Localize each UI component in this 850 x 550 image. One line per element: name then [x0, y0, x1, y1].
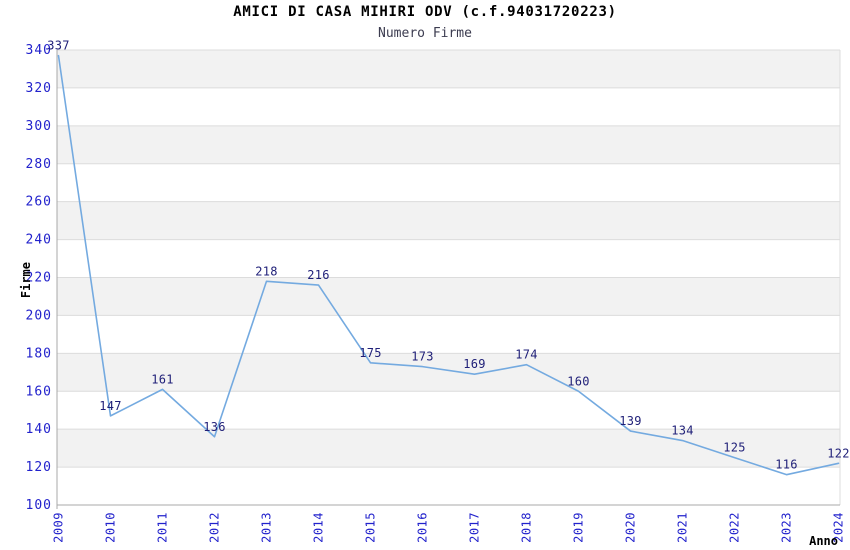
data-label: 122 [827, 446, 850, 460]
x-tick-label: 2015 [364, 512, 378, 543]
x-tick-label: 2017 [468, 512, 482, 543]
data-label: 116 [775, 458, 798, 472]
x-tick-label: 2023 [780, 512, 794, 543]
data-label: 173 [411, 350, 434, 364]
plot-band [57, 429, 840, 468]
x-tick-label: 2012 [208, 512, 222, 543]
y-tick-label: 100 [26, 498, 52, 513]
data-labels: 337 147 161 136 218 216 175 173 169 174 160 139 134 1… [47, 39, 850, 472]
data-label: 160 [567, 374, 590, 388]
data-label: 139 [619, 414, 642, 428]
data-label: 147 [99, 399, 122, 413]
data-label: 134 [671, 424, 694, 438]
x-tick-label: 2014 [312, 512, 326, 543]
x-tick-label: 2013 [260, 512, 274, 543]
y-tick-label: 240 [26, 233, 52, 248]
y-tick-label: 220 [26, 271, 52, 286]
y-axis-tick-labels: 340 320 300 280 260 240 220 200 180 160 140 120 100 [26, 43, 52, 513]
x-tick-label: 2020 [624, 512, 638, 543]
series-line [57, 54, 840, 476]
plot-band [57, 50, 840, 88]
data-label: 218 [255, 264, 278, 278]
y-tick-label: 140 [26, 422, 52, 437]
gridlines [56, 49, 841, 509]
chart-subtitle: Numero Firme [378, 26, 472, 41]
y-tick-label: 320 [26, 81, 52, 96]
data-label: 125 [723, 441, 746, 455]
plot-bands [57, 50, 840, 468]
y-tick-label: 260 [26, 195, 52, 210]
plot-band [57, 277, 840, 316]
y-tick-label: 300 [26, 119, 52, 134]
data-label: 216 [307, 268, 330, 282]
plot-band [57, 125, 840, 164]
x-tick-label: 2019 [572, 512, 586, 543]
x-axis-tick-labels: 2009 2010 2011 2012 2013 2014 2015 2016 2017 2018… [52, 512, 846, 543]
x-tick-label: 2022 [728, 512, 742, 543]
data-label: 337 [47, 39, 70, 53]
data-label: 136 [203, 420, 226, 434]
x-tick-label: 2010 [104, 512, 118, 543]
chart-title: AMICI DI CASA MIHIRI ODV (c.f.9403172022… [233, 4, 617, 20]
plot-band [57, 353, 840, 392]
x-tick-label: 2016 [416, 512, 430, 543]
x-tick-label: 2021 [676, 512, 690, 543]
x-axis-title: Anno [809, 534, 838, 548]
y-tick-label: 340 [26, 43, 52, 58]
y-tick-label: 200 [26, 308, 52, 323]
y-tick-label: 280 [26, 157, 52, 172]
data-label: 175 [359, 346, 382, 360]
y-axis-title: Firme [19, 262, 33, 298]
plot-band [57, 201, 840, 240]
x-tick-label: 2024 [832, 512, 846, 543]
x-tick-label: 2009 [52, 512, 66, 543]
x-tick-label: 2018 [520, 512, 534, 543]
y-tick-label: 180 [26, 346, 52, 361]
data-label: 161 [151, 372, 174, 386]
y-tick-label: 120 [26, 460, 52, 475]
x-tick-label: 2011 [156, 512, 170, 543]
y-tick-label: 160 [26, 384, 52, 399]
data-label: 174 [515, 348, 538, 362]
data-label: 169 [463, 357, 486, 371]
